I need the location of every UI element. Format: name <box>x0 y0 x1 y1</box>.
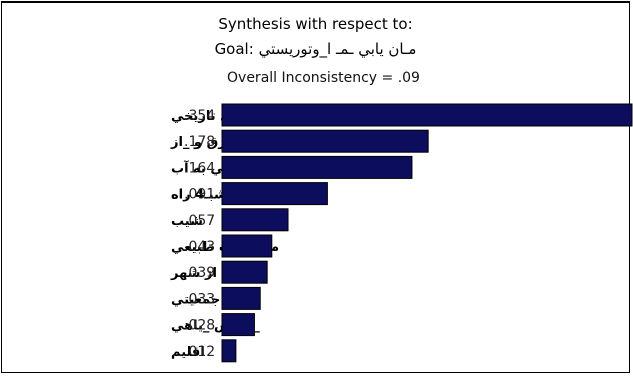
value-label: .091 <box>184 187 215 203</box>
goal-line: Goal: مـان يابي ـمـ ا_وتوريستي <box>2 40 629 58</box>
priority-bar <box>221 313 255 337</box>
overall-inconsistency: Overall Inconsistency = .09 <box>227 70 420 86</box>
category-label: شبـ4 راه <box>171 188 227 203</box>
priority-bar <box>221 234 273 258</box>
category-label: شيب <box>171 214 203 229</box>
value-label: .057 <box>184 213 215 229</box>
synthesis-title: Synthesis with respect to: <box>218 15 413 33</box>
priority-bar <box>221 155 413 179</box>
priority-bar <box>221 103 633 127</box>
category-label: اقليم <box>171 345 205 360</box>
priority-bar <box>221 286 261 310</box>
value-label: .164 <box>184 160 215 176</box>
synthesis-header: Synthesis with respect to: Goal: مـان يا… <box>2 3 629 95</box>
goal-name: مـان يابي ـمـ ا_وتوريستي <box>258 40 417 58</box>
priority-bar <box>221 339 237 363</box>
value-label: .033 <box>184 291 215 307</box>
priority-bar <box>221 260 268 284</box>
value-label: .178 <box>184 134 215 150</box>
value-label: .012 <box>184 344 215 360</box>
priority-bar <box>221 182 328 206</box>
value-label: .043 <box>184 239 215 255</box>
value-label: .354 <box>184 108 215 124</box>
value-label: .028 <box>184 318 215 334</box>
priority-bar <box>221 129 429 153</box>
priority-bar <box>221 208 289 232</box>
value-label: .039 <box>184 265 215 281</box>
goal-label: Goal: <box>214 40 254 58</box>
